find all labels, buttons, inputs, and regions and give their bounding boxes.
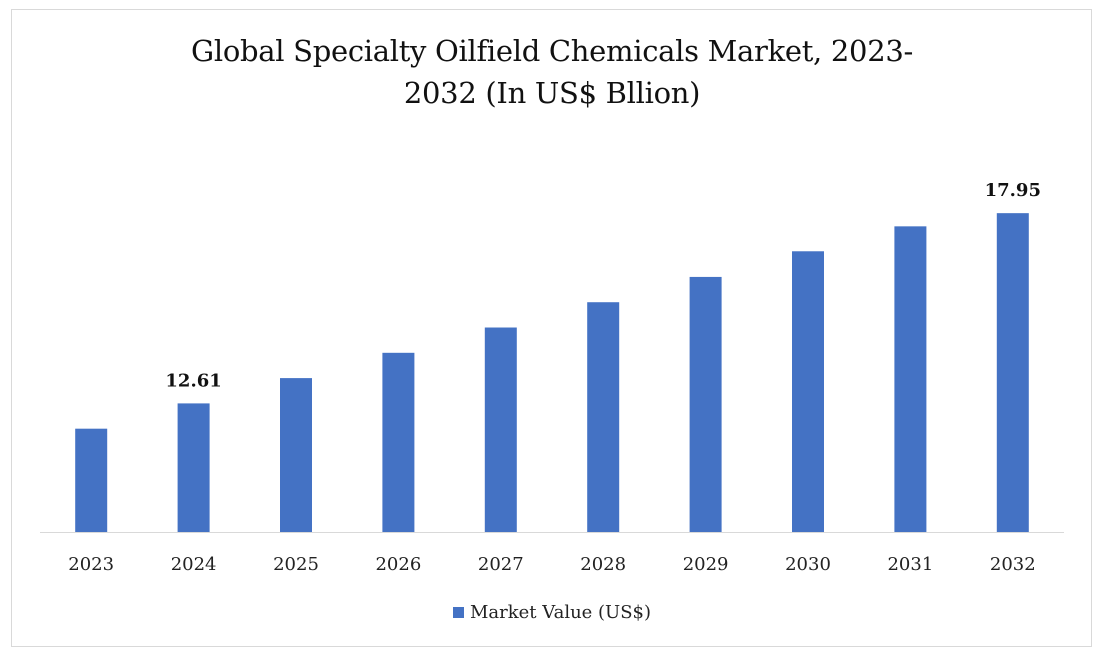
data-label-2032: 17.95	[985, 180, 1041, 201]
x-tick-label-2025: 2025	[273, 554, 319, 575]
chart-title-line-1: Global Specialty Oilfield Chemicals Mark…	[190, 34, 913, 68]
x-tick-label-2030: 2030	[785, 554, 831, 575]
bar-2031	[894, 226, 927, 532]
legend-swatch	[452, 607, 464, 618]
legend: Market Value (US$)	[0, 602, 1104, 623]
x-tick-label-2031: 2031	[887, 554, 933, 575]
chart-title: Global Specialty Oilfield Chemicals Mark…	[0, 30, 1104, 114]
bar-2028	[587, 302, 620, 532]
x-tick-label-2032: 2032	[990, 554, 1036, 575]
x-tick-label-2028: 2028	[580, 554, 626, 575]
bar-2030	[792, 251, 824, 532]
chart-title-line-2: 2032 (In US$ Bllion)	[403, 76, 701, 110]
x-tick-label-2027: 2027	[478, 554, 524, 575]
bar-2024	[177, 403, 210, 532]
bar-2026	[382, 352, 415, 532]
labels-layer: 12.61 17.95	[165, 180, 1041, 391]
bar-2023	[75, 428, 108, 532]
x-tick-label-2029: 2029	[683, 554, 729, 575]
ticks-layer: 2023 2024 2025 2026 2027 2028 2029 2030 2031 2032	[68, 554, 1035, 575]
data-label-2024: 12.61	[165, 370, 221, 391]
bar-2025	[280, 378, 312, 532]
x-tick-label-2023: 2023	[68, 554, 114, 575]
x-tick-label-2026: 2026	[375, 554, 421, 575]
bar-2027	[484, 327, 517, 532]
bars-layer	[75, 213, 1029, 532]
x-tick-label-2024: 2024	[171, 554, 217, 575]
legend-label: Market Value (US$)	[469, 602, 652, 623]
bar-2032	[996, 213, 1029, 532]
bar-2029	[689, 276, 722, 532]
